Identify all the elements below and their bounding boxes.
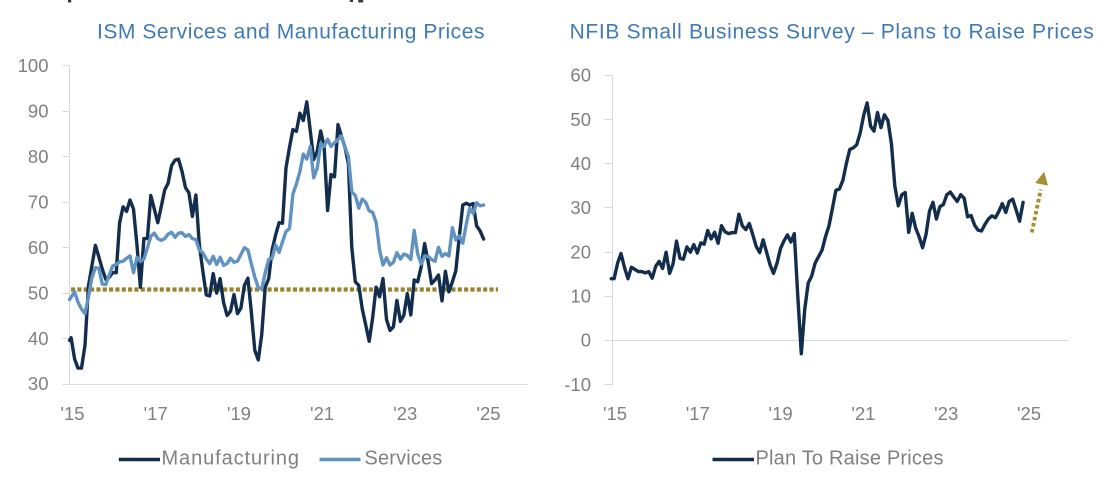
svg-text:40: 40 <box>28 328 49 349</box>
svg-text:'15: '15 <box>603 403 627 424</box>
svg-text:60: 60 <box>570 65 591 86</box>
svg-text:0: 0 <box>581 330 591 351</box>
svg-text:'25: '25 <box>476 403 500 424</box>
svg-text:'19: '19 <box>769 403 793 424</box>
svg-text:100: 100 <box>18 55 49 76</box>
svg-text:80: 80 <box>28 146 49 167</box>
svg-text:70: 70 <box>28 192 49 213</box>
svg-text:60: 60 <box>28 237 49 258</box>
svg-text:20: 20 <box>570 241 591 262</box>
svg-text:50: 50 <box>570 109 591 130</box>
svg-text:-10: -10 <box>564 374 591 395</box>
svg-text:Plan To Raise Prices: Plan To Raise Prices <box>756 448 944 470</box>
svg-text:40: 40 <box>570 153 591 174</box>
svg-text:50: 50 <box>28 282 49 303</box>
svg-text:'25: '25 <box>1017 403 1041 424</box>
svg-text:ISM Services and Manufacturing: ISM Services and Manufacturing Prices <box>97 21 485 44</box>
svg-text:'17: '17 <box>686 403 710 424</box>
svg-text:'17: '17 <box>144 403 168 424</box>
svg-text:10: 10 <box>570 286 591 307</box>
svg-text:'21: '21 <box>851 403 875 424</box>
svg-text:'19: '19 <box>227 403 251 424</box>
svg-text:'15: '15 <box>60 403 84 424</box>
svg-text:'21: '21 <box>310 403 334 424</box>
svg-text:'23: '23 <box>393 403 417 424</box>
svg-text:30: 30 <box>570 197 591 218</box>
svg-text:90: 90 <box>28 101 49 122</box>
svg-text:'23: '23 <box>934 403 958 424</box>
svg-text:30: 30 <box>28 373 49 394</box>
svg-text:Services: Services <box>365 448 443 470</box>
svg-text:NFIB Small Business Survey – P: NFIB Small Business Survey – Plans to Ra… <box>570 21 1095 44</box>
svg-text:Manufacturing: Manufacturing <box>162 448 300 470</box>
